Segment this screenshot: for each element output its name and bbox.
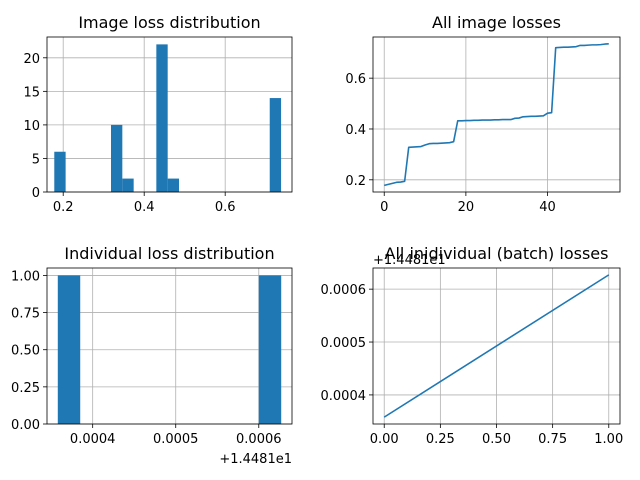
x-tick-label: 0.50 (482, 432, 511, 447)
axes-frame (46, 267, 293, 425)
x-tick-label: 0.0004 (70, 432, 116, 447)
histogram-bar (269, 98, 282, 192)
y-tick-label: 0.50 (11, 344, 40, 359)
histogram-bar (54, 151, 66, 192)
x-tick-label: 0.25 (426, 432, 455, 447)
y-tick-label: 1.00 (11, 269, 40, 284)
y-tick-label: 0.2 (345, 174, 366, 189)
subplot-title: Image loss distribution (78, 13, 260, 32)
x-tick-label: 0.00 (370, 432, 399, 447)
x-tick-label: 1.00 (594, 432, 623, 447)
subplot-title: All image losses (432, 13, 561, 32)
series-line (383, 274, 610, 418)
x-tick-label: 0.6 (215, 200, 236, 215)
y-tick-label: 0.6 (345, 72, 366, 87)
axes-frame (372, 36, 621, 193)
histogram-bar (122, 178, 134, 192)
subplot-3: Individual loss distribution 0.0004 0.0005… (11, 244, 293, 467)
y-tick-label: 15 (23, 85, 40, 100)
histogram-bar (258, 275, 282, 424)
subplot-1: Image loss distribution 0.2 0.4 0.6 0 5 10 15 20 (23, 13, 293, 215)
axes-frame (46, 36, 293, 193)
subplots: Image loss distribution 0.2 0.4 0.6 0 5 10 15 20… (11, 13, 623, 467)
x-tick-label: 20 (458, 200, 475, 215)
y-tick-label: 0.0004 (321, 389, 367, 404)
subplot-4: All inidividual (batch) losses 0.00 0.25 0.… (321, 244, 624, 447)
x-tick-label: 0.2 (53, 200, 74, 215)
subplot-title: Individual loss distribution (64, 244, 274, 263)
subplot-title: All inidividual (batch) losses (385, 244, 609, 263)
x-tick-label: 0.4 (134, 200, 155, 215)
y-tick-label: 20 (23, 52, 40, 67)
x-tick-label: 0 (380, 200, 388, 215)
y-tick-label: 0.75 (11, 307, 40, 322)
axis-offset-label: +1.4481e1 (373, 253, 446, 268)
histogram-bar (167, 178, 180, 192)
y-tick-label: 0.4 (345, 123, 366, 138)
subplot-2: All image losses 0 20 40 0.2 0.4 0.6 (345, 13, 621, 215)
x-tick-label: 0.0005 (153, 432, 199, 447)
histogram-bar (57, 275, 81, 424)
y-tick-label: 0 (32, 186, 40, 201)
x-tick-label: 0.0006 (236, 432, 282, 447)
y-tick-label: 5 (32, 152, 40, 167)
y-tick-label: 0.25 (11, 381, 40, 396)
histogram-bar (110, 124, 123, 192)
y-tick-label: 0.0006 (321, 283, 367, 298)
histogram-bar (156, 44, 168, 192)
x-tick-label: 40 (539, 200, 556, 215)
x-tick-label: 0.75 (538, 432, 567, 447)
y-tick-label: 0.00 (11, 418, 40, 433)
series-line (384, 43, 609, 187)
y-tick-label: 10 (23, 119, 40, 134)
y-tick-label: 0.0005 (321, 336, 367, 351)
axis-offset-label: +1.4481e1 (219, 452, 292, 467)
